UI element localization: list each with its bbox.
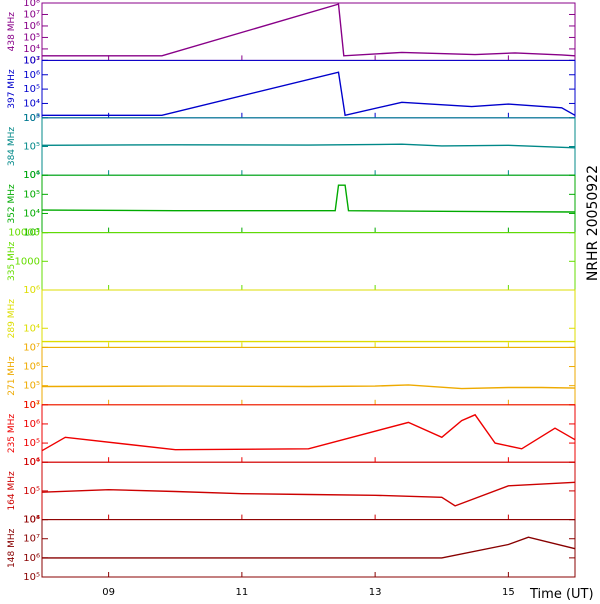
- panel-frequency-label: 164 MHz: [7, 471, 17, 511]
- y-tick-label: 10⁴: [23, 323, 40, 334]
- panel-148-mhz: 10⁵ 10⁶ 10⁷ 10⁸ 148 MHz: [7, 515, 576, 583]
- panel-frame: [41, 2, 576, 61]
- panel-352-mhz: 10³ 10⁴ 10⁵ 10⁶ 352 MHz: [7, 170, 576, 239]
- panel-frame: [41, 346, 576, 406]
- panel-frame: [41, 519, 576, 578]
- y-tick-label: 10⁷: [23, 9, 40, 20]
- x-tick-label: 09: [102, 587, 115, 598]
- panel-frame: [41, 404, 576, 463]
- y-tick-label: 10⁷: [23, 534, 40, 545]
- series-line: [42, 71, 576, 117]
- panel-frequency-label: 148 MHz: [7, 528, 17, 568]
- panel-164-mhz: 10⁴ 10⁵ 10⁶ 164 MHz: [7, 457, 576, 526]
- panel-397-mhz: 10³ 10⁴ 10⁵ 10⁶ 10⁷ 397 MHz: [7, 55, 576, 124]
- panel-frame: [41, 232, 576, 291]
- y-tick-label: 10⁶: [23, 113, 40, 124]
- y-tick-label: 10⁷: [23, 55, 40, 66]
- side-label: NRHR 20050922: [585, 165, 600, 281]
- y-tick-label: 10⁵: [23, 486, 40, 497]
- y-tick-label: 10⁶: [23, 170, 40, 181]
- y-tick-label: 10⁵: [23, 32, 40, 43]
- y-tick-label: 10⁶: [23, 553, 40, 564]
- series-line: [42, 3, 576, 57]
- y-tick-label: 10⁵: [23, 189, 40, 200]
- y-tick-label: 10⁵: [23, 438, 40, 449]
- panel-frequency-label: 289 MHz: [7, 299, 17, 339]
- y-tick-label: 10⁶: [23, 285, 40, 296]
- y-tick-label: 10⁷: [23, 342, 40, 353]
- panel-235-mhz: 10⁴ 10⁵ 10⁶ 10⁷ 235 MHz: [7, 400, 576, 468]
- panel-frequency-label: 235 MHz: [7, 414, 17, 454]
- panel-frame: [41, 174, 576, 234]
- panel-frequency-label: 352 MHz: [7, 184, 17, 224]
- y-tick-label: 10⁶: [23, 21, 40, 32]
- y-tick-label: 10⁴: [23, 170, 40, 181]
- panel-frame: [41, 117, 576, 176]
- y-tick-label: 10000: [8, 228, 40, 239]
- panel-frequency-label: 397 MHz: [7, 69, 17, 109]
- series-line: [41, 143, 576, 149]
- y-tick-label: 10⁴: [23, 98, 40, 109]
- panel-frame: [41, 59, 576, 119]
- x-axis-label: Time (UT): [529, 587, 594, 600]
- panel-frequency-label: 271 MHz: [7, 356, 17, 396]
- y-tick-label: 10⁷: [23, 400, 40, 411]
- series-line: [42, 536, 576, 559]
- panel-frequency-label: 384 MHz: [7, 127, 17, 167]
- panel-271-mhz: 10⁴ 10⁵ 10⁶ 10⁷ 271 MHz: [7, 342, 576, 411]
- y-tick-label: 10³: [23, 55, 40, 66]
- x-tick-label: 11: [236, 587, 249, 598]
- y-tick-label: 10⁴: [23, 457, 40, 468]
- series-line: [41, 184, 576, 213]
- x-tick-label: 15: [502, 587, 515, 598]
- y-tick-label: 10³: [23, 113, 40, 124]
- x-tick-label: 13: [369, 587, 382, 598]
- y-tick-label: 10⁸: [23, 0, 40, 9]
- series-line: [41, 413, 576, 452]
- y-tick-label: 10⁸: [23, 515, 40, 526]
- y-tick-label: 10⁶: [23, 70, 40, 81]
- series-line: [41, 384, 576, 390]
- y-tick-label: 10⁴: [23, 44, 40, 55]
- panel-384-mhz: 10⁴ 10⁵ 10⁶ 384 MHz: [7, 113, 576, 181]
- y-tick-label: 10⁴: [23, 515, 40, 526]
- panel-frequency-label: 335 MHz: [7, 241, 17, 281]
- y-tick-label: 1000: [15, 256, 40, 267]
- y-tick-label: 10⁵: [23, 84, 40, 95]
- y-tick-label: 10⁴: [23, 208, 40, 219]
- x-axis: 09 11 13 15: [102, 587, 514, 598]
- panel-frequency-label: 438 MHz: [7, 12, 17, 52]
- panel-289-mhz: 10⁴ 10⁶ 289 MHz: [7, 285, 576, 348]
- y-tick-label: 10⁶: [23, 362, 40, 373]
- series-line: [41, 481, 576, 507]
- y-tick-label: 10⁵: [23, 572, 40, 583]
- y-tick-label: 10⁵: [23, 381, 40, 392]
- y-tick-label: 10⁴: [23, 400, 40, 411]
- panel-frame: [41, 289, 576, 348]
- y-tick-label: 10³: [23, 228, 40, 239]
- y-tick-label: 10⁶: [23, 457, 40, 468]
- panel-335-mhz: 1000 10000 335 MHz: [7, 228, 576, 291]
- y-tick-label: 10⁵: [23, 142, 40, 153]
- y-tick-label: 10⁶: [23, 419, 40, 430]
